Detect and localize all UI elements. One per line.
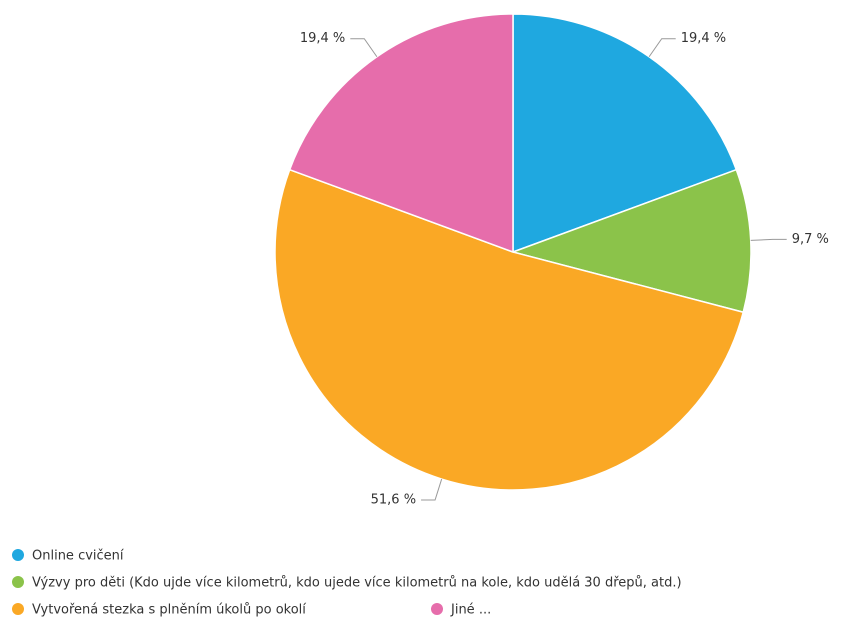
legend-marker: [431, 603, 443, 615]
legend-marker: [12, 603, 24, 615]
pie-slice: [512, 13, 738, 254]
data-label: 19,4 %: [300, 31, 345, 46]
pie-slice: [274, 168, 745, 491]
leader-line: [350, 38, 378, 58]
leader-line: [421, 478, 443, 501]
leader-line: [750, 238, 787, 241]
data-label: 19,4 %: [681, 31, 726, 46]
legend-label: Výzvy pro děti (Kdo ujde více kilometrů,…: [32, 576, 682, 591]
pie-slice: [288, 13, 514, 254]
legend-marker: [12, 576, 24, 588]
leader-line: [648, 38, 676, 58]
legend-label: Jiné ...: [450, 603, 491, 618]
legend-label: Online cvičení: [32, 549, 124, 564]
legend-label: Vytvořená stezka s plněním úkolů po okol…: [32, 603, 306, 618]
data-label: 51,6 %: [371, 493, 416, 508]
data-label: 9,7 %: [792, 232, 829, 247]
legend-marker: [12, 549, 24, 561]
